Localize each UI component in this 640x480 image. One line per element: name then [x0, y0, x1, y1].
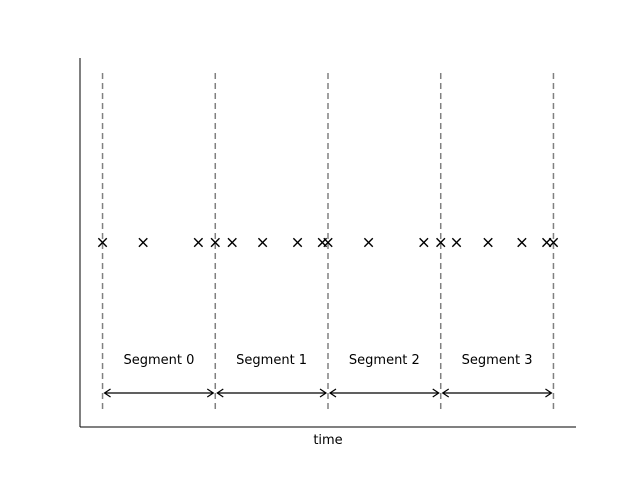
data-point-stroke — [210, 237, 220, 248]
data-point-stroke — [193, 237, 204, 248]
data-point-stroke — [97, 237, 108, 248]
data-point-stroke — [227, 237, 237, 248]
data-point-stroke — [323, 237, 333, 248]
data-point-stroke — [548, 237, 559, 248]
segment-label: Segment 0 — [123, 353, 194, 368]
data-point-stroke — [363, 237, 374, 248]
data-point — [483, 237, 493, 248]
segments: Segment 0 Segment 1 Segment 2 Segment 3 — [103, 353, 553, 398]
segment-arrow-head-right — [206, 388, 215, 398]
data-point — [292, 237, 303, 248]
data-point-stroke — [483, 237, 493, 248]
data-point-stroke — [517, 237, 527, 248]
data-point — [436, 237, 446, 248]
data-point — [193, 237, 204, 248]
data-point — [227, 237, 237, 248]
data-point-stroke — [419, 237, 429, 248]
data-point — [210, 237, 220, 248]
data-point-stroke — [436, 237, 446, 248]
data-point — [548, 237, 559, 248]
data-point-stroke — [451, 237, 462, 248]
segment-arrow-head-left — [216, 388, 224, 398]
x-axis-label: time — [313, 433, 342, 448]
data-point-stroke — [257, 237, 268, 248]
data-point — [138, 237, 148, 248]
data-point-stroke — [292, 237, 303, 248]
data-points — [97, 237, 559, 248]
segment-arrow-head-left — [103, 388, 111, 398]
segment: Segment 2 — [328, 353, 440, 398]
data-point — [323, 237, 333, 248]
segment-arrow-head-right — [319, 388, 328, 398]
segment-arrow-head-right — [545, 388, 553, 398]
data-point — [419, 237, 429, 248]
data-point — [257, 237, 268, 248]
segment-boundaries — [101, 73, 555, 412]
segment: Segment 1 — [216, 353, 328, 398]
segment-arrow-head-right — [432, 388, 440, 398]
data-point — [97, 237, 108, 248]
data-point — [363, 237, 374, 248]
data-point — [451, 237, 462, 248]
segment-arrow-head-left — [441, 388, 450, 398]
segment-arrow-head-left — [328, 388, 337, 398]
segment: Segment 0 — [103, 353, 215, 398]
segment-label: Segment 3 — [462, 353, 533, 368]
segment-label: Segment 1 — [236, 353, 307, 368]
data-point — [517, 237, 527, 248]
data-point — [541, 237, 552, 248]
data-point-stroke — [138, 237, 148, 248]
segment: Segment 3 — [441, 353, 553, 398]
segment-label: Segment 2 — [349, 353, 420, 368]
data-point-stroke — [541, 237, 552, 248]
